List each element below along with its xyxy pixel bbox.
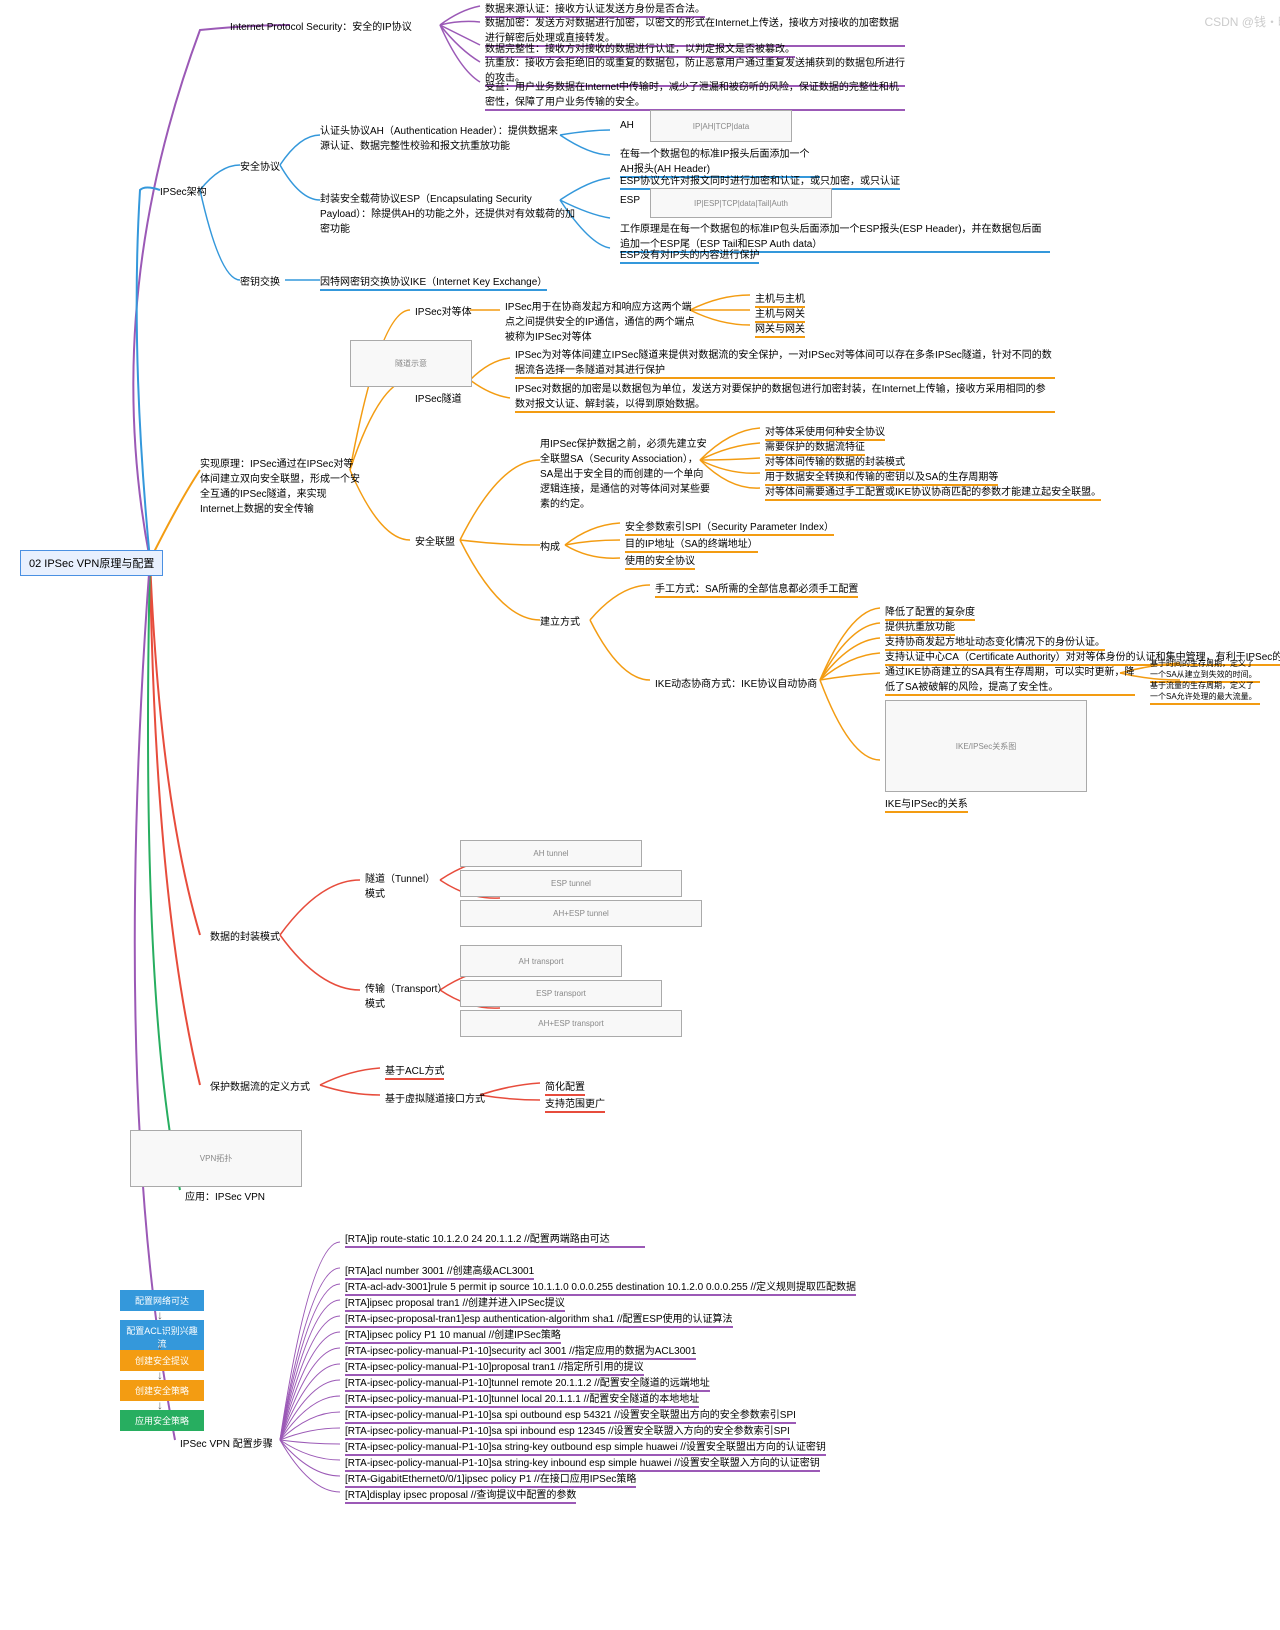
tunnel-l1: IPSec对数据的加密是以数据包为单位，发送方对要保护的数据包进行加密封装，在I… [515, 380, 1055, 413]
branch-encap: 数据的封装模式 [210, 928, 280, 943]
encap-transport: 传输（Transport）模式 [365, 980, 445, 1010]
cmd-0: [RTA]ip route-static 10.1.2.0 24 20.1.1.… [345, 1230, 645, 1248]
peer-t2: 网关与网关 [755, 320, 805, 338]
branch-ipsec-def: Internet Protocol Security：安全的IP协议 [230, 18, 412, 33]
sa-compose: 构成 [540, 538, 560, 553]
tunnel-l0: IPSec为对等体间建立IPSec隧道来提供对数据流的安全保护，一对IPSec对… [515, 346, 1055, 379]
tunnel-label: IPSec隧道 [415, 390, 462, 405]
esp-l2: ESP没有对IP头的内容进行保护 [620, 246, 759, 264]
ike-rel: IKE与IPSec的关系 [885, 795, 968, 813]
branch-app: 应用：IPSec VPN [185, 1188, 265, 1203]
key-ex: 密钥交换 [240, 273, 280, 288]
encap-tr-both: AH+ESP transport [460, 1010, 682, 1037]
branch-ipsec-arch: IPSec架构 [160, 183, 207, 198]
branch-config: IPSec VPN 配置步骤 [180, 1435, 273, 1450]
esp-label: 封装安全载荷协议ESP（Encapsulating Security Paylo… [320, 190, 580, 235]
vif-b0: 简化配置 [545, 1078, 585, 1096]
branch-protect: 保护数据流的定义方式 [210, 1078, 310, 1093]
leaf: 受益：用户业务数据在Internet中传输时，减少了泄漏和被窃听的风险，保证数据… [485, 78, 905, 111]
ike: 因特网密钥交换协议IKE（Internet Key Exchange） [320, 273, 547, 291]
encap-t-esp: ESP tunnel [460, 870, 682, 897]
protect-vif: 基于虚拟隧道接口方式 [385, 1090, 485, 1105]
sec-proto: 安全协议 [240, 158, 280, 173]
ike-b4: 通过IKE协商建立的SA具有生存周期，可以实时更新，降低了SA被破解的风险，提高… [885, 663, 1135, 696]
root-node: 02 IPSec VPN原理与配置 [20, 550, 163, 576]
step-4: 应用安全策略 [120, 1410, 204, 1431]
encap-t-ah: AH tunnel [460, 840, 642, 867]
ah-header-img: IP|AH|TCP|data [650, 110, 792, 142]
sa-manual: 手工方式：SA所需的全部信息都必须手工配置 [655, 580, 858, 598]
esp-header-img: IP|ESP|TCP|data|Tail|Auth [650, 188, 832, 218]
encap-t-both: AH+ESP tunnel [460, 900, 702, 927]
branch-impl: 实现原理：IPSec通过在IPSec对等体间建立双向安全联盟，形成一个安全互通的… [200, 455, 360, 515]
sa-c0: 安全参数索引SPI（Security Parameter Index） [625, 518, 834, 536]
sa-a4: 对等体间需要通过手工配置或IKE协议协商匹配的参数才能建立起安全联盟。 [765, 483, 1101, 501]
ah-label: 认证头协议AH（Authentication Header）：提供数据来源认证、… [320, 122, 560, 152]
peer-desc: IPSec用于在协商发起方和响应方这两个端点之间提供安全的IP通信，通信的两个端… [505, 298, 695, 343]
cmd-15: [RTA]display ipsec proposal //查询提议中配置的参数 [345, 1486, 576, 1504]
encap-tr-esp: ESP transport [460, 980, 662, 1007]
sa-ike: IKE动态协商方式：IKE协议自动协商 [655, 675, 817, 690]
tunnel-img: 隧道示意 [350, 340, 472, 387]
ike-lt1: 基于流量的生存周期，定义了一个SA允许处理的最大流量。 [1150, 680, 1260, 705]
vif-b1: 支持范围更广 [545, 1095, 605, 1113]
encap-tunnel: 隧道（Tunnel）模式 [365, 870, 445, 900]
sa-build: 建立方式 [540, 613, 580, 628]
sa-c1: 目的IP地址（SA的终端地址） [625, 535, 758, 553]
sa-c2: 使用的安全协议 [625, 552, 695, 570]
sa-label: 安全联盟 [415, 533, 455, 548]
watermark: CSDN @钱・晓 [1204, 13, 1280, 30]
esp-label2: ESP [620, 195, 640, 206]
encap-tr-ah: AH transport [460, 945, 622, 977]
protect-acl: 基于ACL方式 [385, 1062, 444, 1080]
ike-rel-img: IKE/IPSec关系图 [885, 700, 1087, 792]
vpn-topo-img: VPN拓扑 [130, 1130, 302, 1187]
peer-label: IPSec对等体 [415, 303, 472, 318]
sa-desc: 用IPSec保护数据之前，必须先建立安全联盟SA（Security Associ… [540, 435, 710, 510]
ah-label2: AH [620, 120, 634, 131]
